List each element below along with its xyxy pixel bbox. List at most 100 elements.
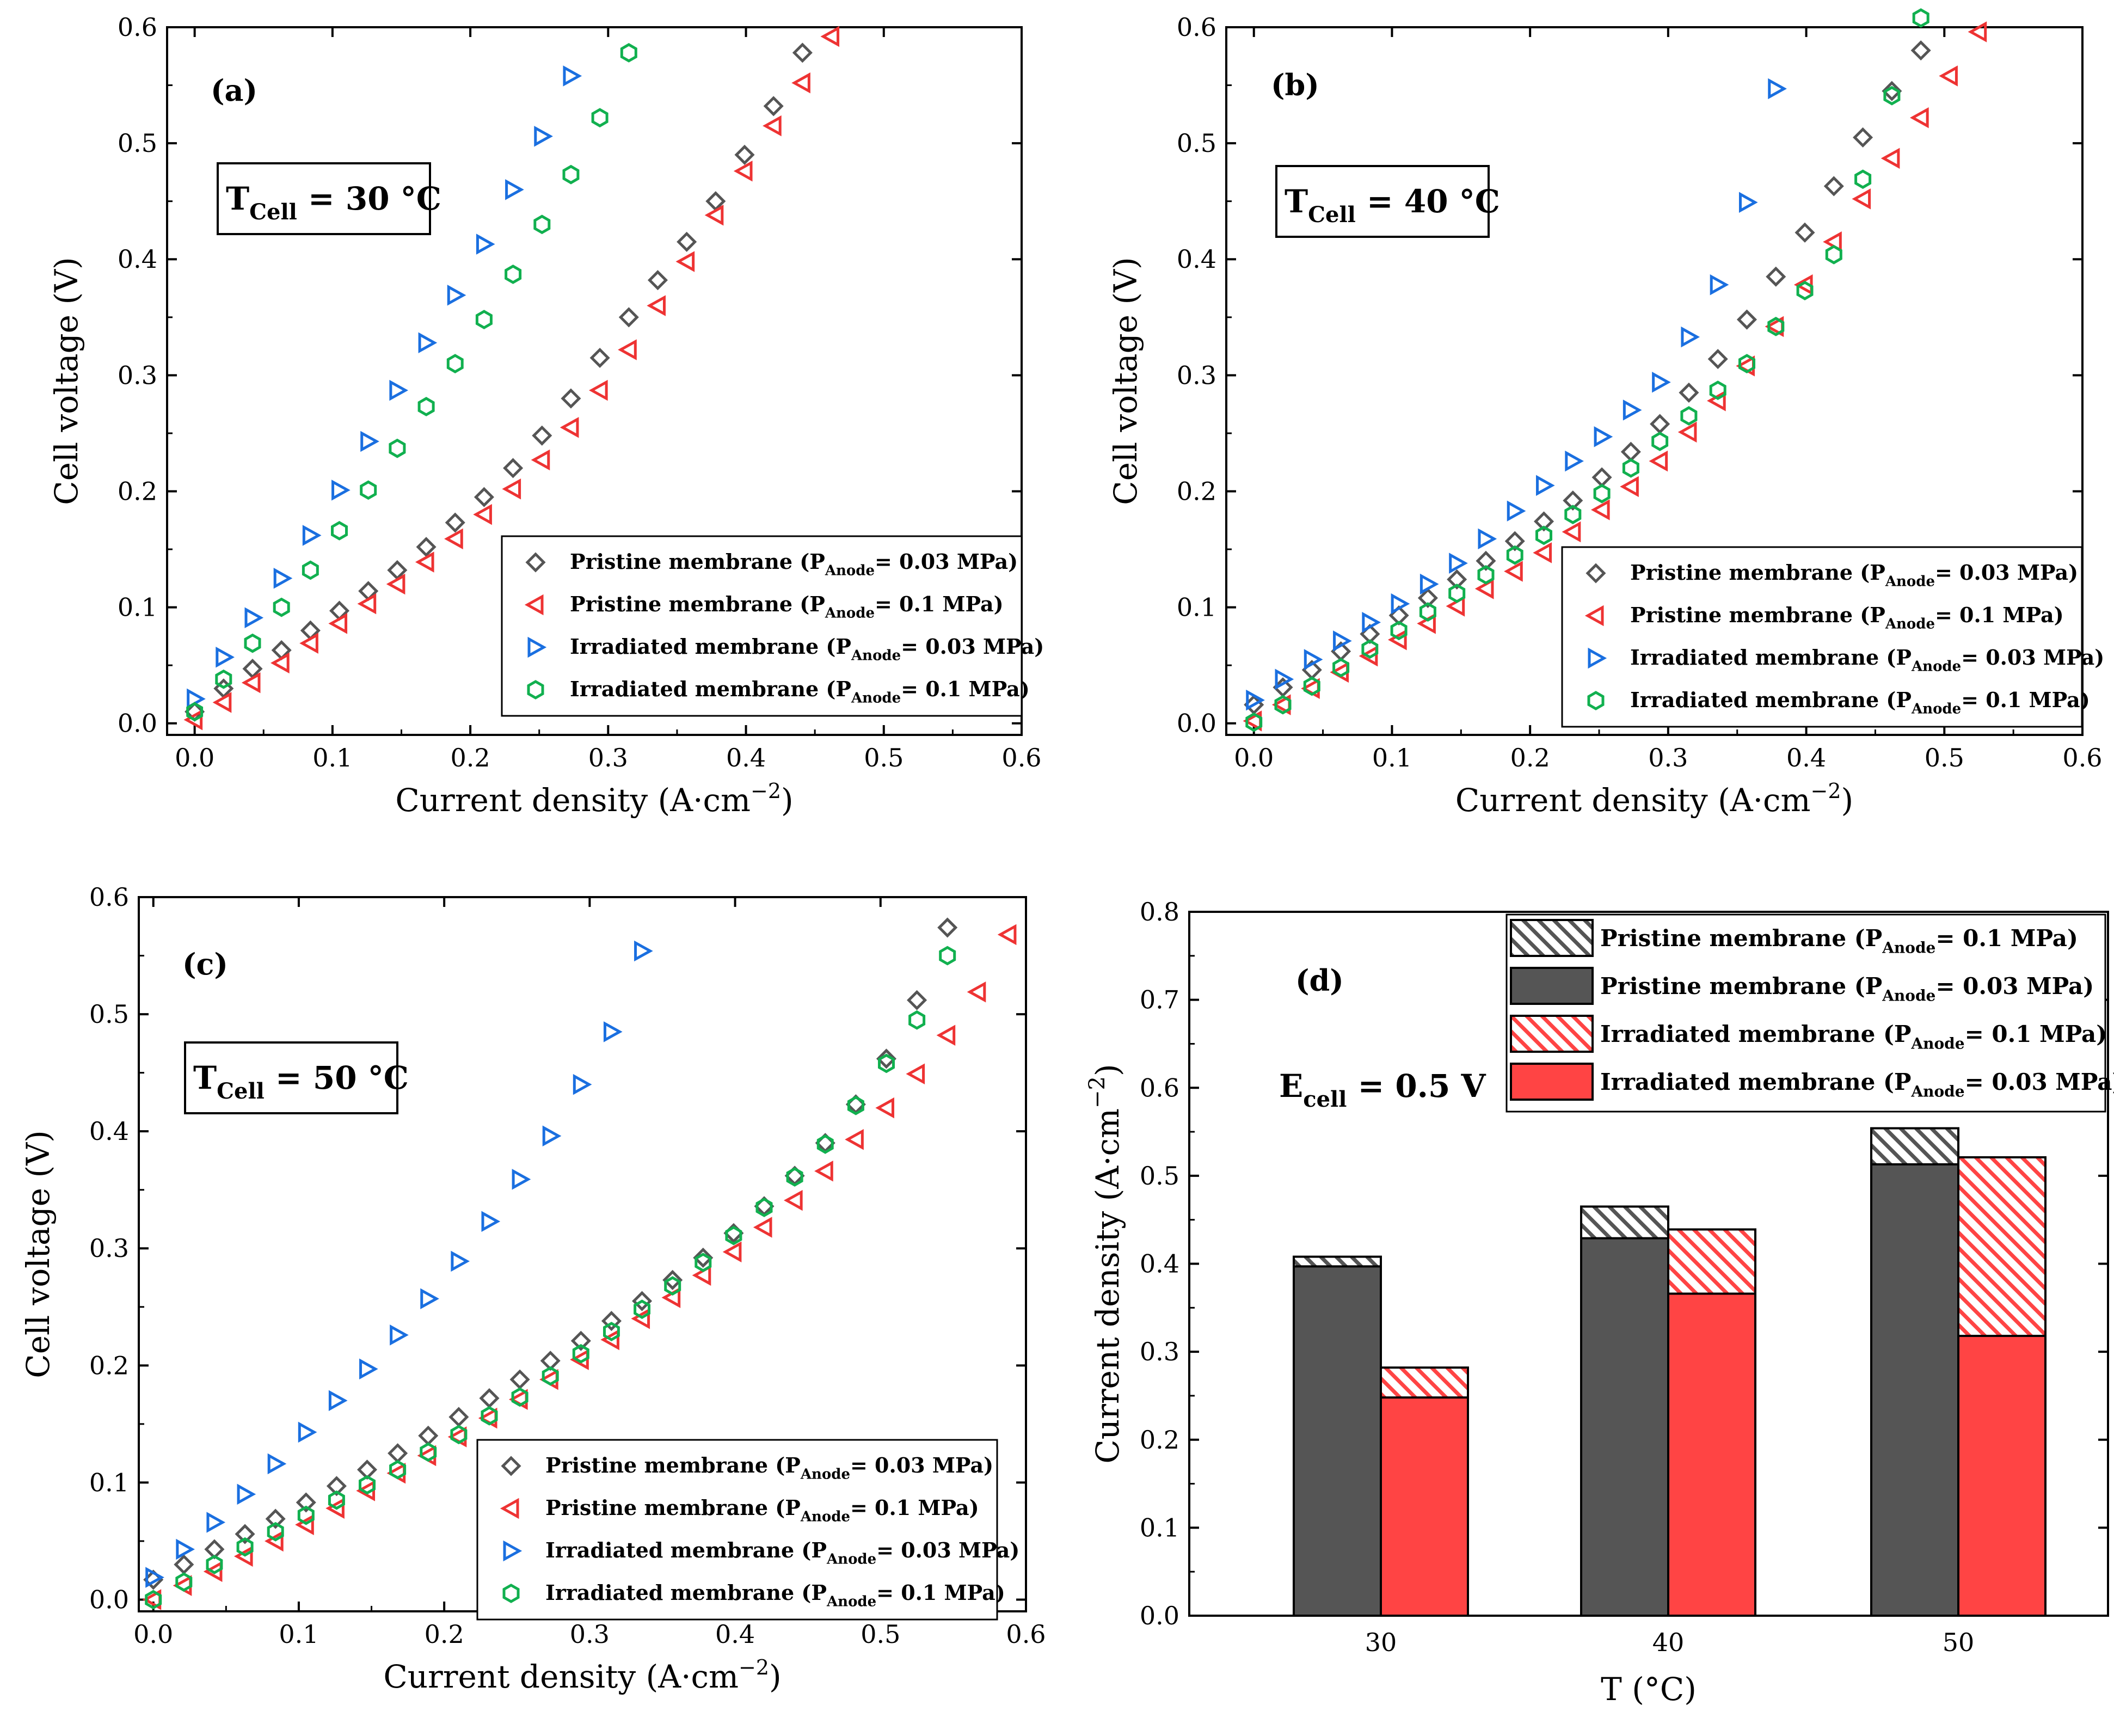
bar-irradiated-003 (1957, 1335, 2047, 1617)
data-point (417, 397, 435, 416)
y-tick-label: 0.0 (89, 1585, 129, 1614)
legend-marker (1586, 563, 1606, 584)
legend-marker (500, 1498, 519, 1519)
y-tick-label: 0.1 (89, 1468, 129, 1497)
legend-label: Irradiated membrane (PAnode= 0.1 MPa) (1630, 688, 2090, 717)
y-tick-label: 0.2 (1177, 476, 1216, 506)
y-tick-label: 0.8 (1140, 897, 1179, 927)
legend-label: Irradiated membrane (PAnode= 0.1 MPa) (1600, 1021, 2107, 1053)
x-tick-label: 0.3 (570, 1620, 610, 1649)
data-point (1795, 222, 1815, 243)
data-point (326, 1476, 347, 1496)
legend-label: Irradiated membrane (PAnode= 0.03 MPa) (570, 634, 1044, 664)
legend-marker (1587, 691, 1605, 710)
data-point (1533, 511, 1554, 532)
data-point (1533, 542, 1552, 563)
legend-label: Pristine membrane (PAnode= 0.1 MPa) (1600, 925, 2078, 957)
data-point (695, 1253, 712, 1272)
legend-label: Irradiated membrane (PAnode= 0.03 MPa) (545, 1538, 1019, 1568)
data-point (792, 42, 813, 63)
y-tick-label: 0.0 (1140, 1601, 1179, 1630)
x-tick-label: 0.3 (1648, 743, 1688, 772)
x-tick-label: 0.2 (451, 743, 490, 772)
data-point (1677, 421, 1697, 443)
data-point (302, 560, 319, 580)
legend-label: Pristine membrane (PAnode= 0.03 MPa) (1600, 973, 2094, 1005)
x-tick-label: 50 (1943, 1628, 1975, 1657)
data-point (603, 1021, 623, 1042)
data-point (1939, 65, 1958, 87)
data-point (215, 669, 232, 689)
data-point (725, 1225, 742, 1246)
data-point (734, 144, 755, 165)
data-point (1767, 316, 1785, 336)
series-3 (186, 43, 637, 722)
data-point (1390, 621, 1408, 641)
data-point (733, 161, 753, 182)
data-point (328, 1390, 348, 1412)
data-point (447, 285, 466, 306)
data-point (753, 1217, 772, 1238)
data-point (1968, 21, 1987, 42)
data-point (415, 551, 434, 573)
data-point (265, 1530, 284, 1552)
legend-box (501, 535, 1023, 717)
data-point (237, 1483, 256, 1505)
plot-frame (166, 26, 1023, 736)
data-point (704, 204, 724, 226)
legend-label: Irradiated membrane (PAnode= 0.03 MPa) (1630, 645, 2104, 675)
data-point (448, 1407, 469, 1427)
y-tick-label: 0.3 (89, 1234, 129, 1263)
x-tick-label: 0.3 (588, 743, 628, 772)
data-point (600, 1329, 619, 1351)
data-point (722, 1241, 742, 1262)
y-tick-label: 0.6 (89, 882, 129, 912)
x-tick-label: 0.6 (2062, 743, 2102, 772)
data-point (512, 1169, 531, 1190)
y-tick-label: 0.1 (1140, 1513, 1179, 1542)
data-point (634, 1299, 650, 1319)
data-point (1387, 629, 1407, 651)
x-tick-label: 0.0 (1234, 743, 1274, 772)
data-point (1710, 274, 1729, 296)
data-point (601, 1311, 622, 1332)
bar-pristine-003 (1580, 1237, 1669, 1617)
data-point (878, 1053, 895, 1074)
data-point (875, 1097, 894, 1119)
data-point (359, 1475, 376, 1495)
legend-box (476, 1439, 998, 1621)
y-tick-label: 0.5 (1140, 1161, 1179, 1191)
data-point (1246, 689, 1265, 711)
data-point (1679, 382, 1699, 403)
x-tick-label: 30 (1365, 1628, 1397, 1657)
data-point (1245, 712, 1263, 732)
data-point (1620, 476, 1639, 498)
data-point (416, 537, 437, 557)
data-point (1564, 505, 1582, 524)
data-point (388, 1443, 408, 1464)
data-point (235, 1524, 255, 1544)
legend-label: Pristine membrane (PAnode= 0.1 MPa) (570, 592, 1004, 622)
data-point (1506, 545, 1523, 565)
data-point (532, 425, 552, 446)
x-tick-label: 0.6 (1006, 1620, 1046, 1649)
data-point (820, 26, 840, 47)
data-point (647, 270, 668, 291)
data-point (1768, 78, 1787, 100)
y-tick-label: 0.2 (1140, 1425, 1179, 1455)
data-point (476, 234, 495, 255)
data-point (1883, 85, 1901, 106)
data-point (389, 1459, 407, 1480)
data-point (1419, 602, 1436, 622)
data-point (1709, 381, 1726, 400)
y-tick-label: 0.2 (118, 476, 157, 506)
y-axis-label: Cell voltage (V) (48, 257, 85, 505)
data-point (647, 295, 666, 316)
data-point (360, 431, 379, 452)
legend-label: Irradiated membrane (PAnode= 0.1 MPa) (570, 677, 1030, 707)
data-point (267, 1453, 287, 1475)
data-point (418, 1425, 439, 1446)
data-point (783, 1189, 803, 1211)
data-point (603, 1322, 620, 1341)
panel-c: 0.0 0.1 0.2 0.3 0.4 0.5 0.6 0.0 0.1 0.2 0.3 0.4 0.5 0… (20, 882, 1046, 1695)
